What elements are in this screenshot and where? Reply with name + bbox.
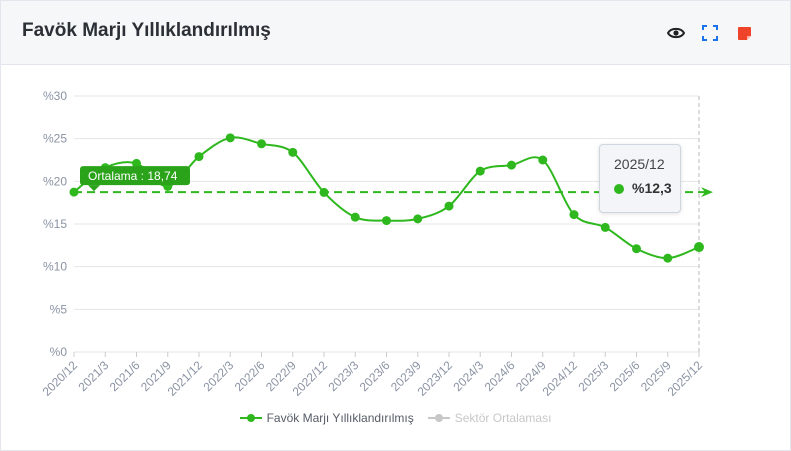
y-tick-label: %5 (50, 302, 68, 316)
toolbar (666, 23, 754, 43)
data-point (194, 152, 204, 162)
card-header: Favök Marjı Yıllıklandırılmış (1, 1, 790, 65)
data-point (132, 158, 141, 168)
x-tick-label: 2023/3 (326, 358, 362, 394)
tooltip-value: %12,3 (632, 180, 672, 196)
tooltip-title: 2025/12 (614, 156, 665, 172)
x-tick-label: 2024/3 (451, 358, 487, 394)
x-tick-label: 2021/6 (107, 358, 143, 394)
data-point (569, 210, 579, 220)
y-tick-label: %0 (50, 345, 68, 359)
legend-item-sektor[interactable]: Sektör Ortalaması (427, 411, 552, 425)
x-tick-label: 2020/12 (40, 358, 81, 399)
sticky-note-icon[interactable] (734, 23, 754, 43)
average-label-pointer (88, 185, 100, 192)
x-tick-label: 2021/3 (76, 358, 112, 394)
x-tick-label: 2025/3 (576, 358, 612, 394)
data-point (257, 139, 266, 149)
y-tick-label: %30 (43, 89, 67, 103)
x-tick-label: 2023/6 (357, 358, 393, 394)
data-point (663, 253, 673, 263)
x-tick-label: 2024/12 (540, 358, 581, 399)
data-point (632, 244, 641, 254)
data-point (444, 201, 454, 211)
x-tick-label: 2022/6 (232, 358, 268, 394)
data-point (475, 166, 485, 176)
y-tick-label: %10 (43, 260, 67, 274)
data-point (225, 133, 235, 143)
data-point (288, 147, 298, 157)
tooltip-series-dot (614, 184, 624, 194)
x-tick-label: 2025/6 (607, 358, 643, 394)
legend: Favök Marjı Yıllıklandırılmış Sektör Ort… (1, 411, 790, 425)
tooltip: 2025/12 %12,3 (599, 144, 681, 213)
y-tick-label: %20 (43, 174, 67, 188)
y-tick-label: %25 (43, 132, 67, 146)
data-point (538, 155, 548, 165)
data-point (507, 160, 516, 170)
legend-marker-sektor (427, 412, 450, 424)
data-point (694, 242, 704, 253)
legend-label-favok: Favök Marjı Yıllıklandırılmış (266, 411, 414, 425)
eye-icon[interactable] (666, 23, 686, 43)
average-arrow (701, 187, 713, 198)
fullscreen-icon[interactable] (700, 23, 720, 43)
legend-label-sektor: Sektör Ortalaması (454, 411, 552, 425)
x-tick-label: 2025/12 (665, 358, 706, 399)
data-point (382, 216, 391, 226)
legend-item-favok[interactable]: Favök Marjı Yıllıklandırılmış (239, 411, 414, 425)
chart-title: Favök Marjı Yıllıklandırılmış (22, 20, 271, 41)
data-point (350, 212, 360, 222)
data-point (600, 222, 610, 232)
data-point (319, 187, 329, 197)
data-point (413, 214, 423, 224)
x-tick-label: 2022/3 (201, 358, 237, 394)
average-label: Ortalama : 18,74 (88, 169, 178, 183)
legend-marker-favok (239, 412, 262, 424)
x-tick-label: 2021/12 (165, 358, 206, 399)
x-tick-label: 2024/6 (482, 358, 518, 394)
x-tick-label: 2022/12 (290, 358, 331, 399)
data-point (69, 187, 79, 197)
y-tick-label: %15 (43, 217, 67, 231)
average-label-box (80, 166, 190, 186)
x-tick-label: 2023/12 (415, 358, 456, 399)
